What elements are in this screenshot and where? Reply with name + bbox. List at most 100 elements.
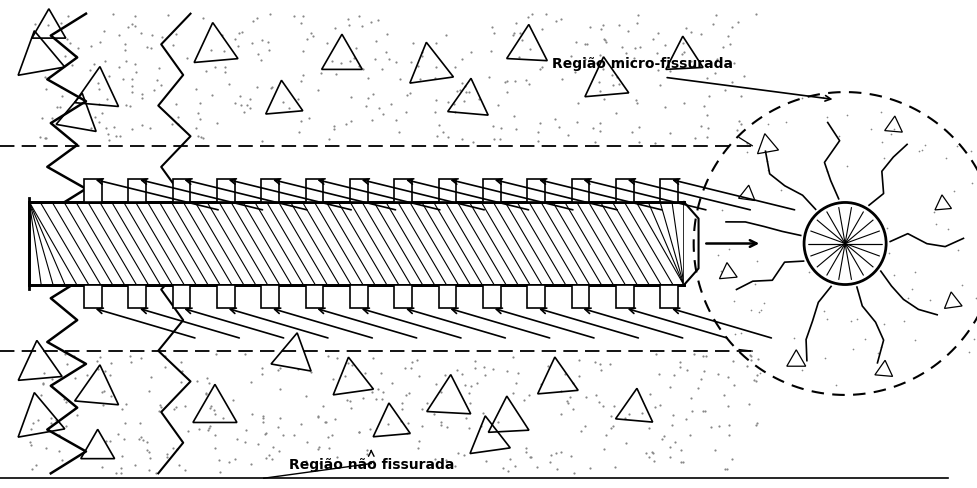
Point <box>563 53 578 61</box>
Point <box>462 399 478 407</box>
Point <box>719 465 735 473</box>
Point <box>499 89 515 97</box>
Point <box>720 373 736 381</box>
Point <box>949 142 964 150</box>
Point <box>312 459 327 467</box>
Point <box>355 394 370 402</box>
Point <box>456 98 472 106</box>
Point <box>458 88 474 96</box>
Point <box>478 457 493 465</box>
Point <box>522 391 537 399</box>
Point <box>311 443 326 451</box>
Point <box>414 423 430 430</box>
Point <box>365 464 381 471</box>
Point <box>380 421 396 428</box>
Point <box>57 350 72 358</box>
Point <box>165 42 181 50</box>
Point <box>817 355 832 363</box>
Point <box>731 19 746 27</box>
Point <box>493 125 509 133</box>
Point <box>375 111 391 119</box>
Point <box>427 455 443 463</box>
Point <box>595 66 611 74</box>
Point <box>38 135 54 142</box>
Point <box>667 438 683 446</box>
Point <box>366 56 382 64</box>
Point <box>414 49 430 57</box>
Point <box>263 85 278 93</box>
Point <box>614 44 629 52</box>
Point <box>356 66 371 74</box>
Point <box>410 444 426 451</box>
Point <box>120 24 136 32</box>
Point <box>44 375 60 383</box>
Point <box>298 392 314 400</box>
Point <box>166 444 182 452</box>
Point <box>136 437 151 445</box>
Point <box>140 439 155 447</box>
Point <box>540 363 556 370</box>
Point <box>95 402 110 409</box>
Point <box>143 454 158 462</box>
Point <box>579 41 595 49</box>
Point <box>362 425 378 433</box>
Point <box>379 31 395 39</box>
Point <box>437 371 452 379</box>
Point <box>611 59 626 66</box>
Point <box>170 445 186 453</box>
Point <box>604 72 619 80</box>
Point <box>794 95 810 103</box>
Point <box>593 366 609 374</box>
Point <box>276 431 291 439</box>
Point <box>273 414 288 422</box>
Point <box>222 458 237 466</box>
Point <box>553 16 569 24</box>
Point <box>705 21 721 29</box>
Point <box>199 374 215 382</box>
Point <box>447 64 463 72</box>
Point <box>732 118 747 125</box>
Point <box>221 81 236 88</box>
Point <box>93 353 108 361</box>
Point <box>522 453 537 461</box>
FancyBboxPatch shape <box>128 285 146 308</box>
Point <box>67 374 83 382</box>
Point <box>468 358 484 366</box>
Point <box>141 387 156 395</box>
Point <box>207 410 223 418</box>
Point <box>395 406 410 413</box>
Point <box>82 67 98 75</box>
Point <box>153 403 169 411</box>
Point <box>343 93 359 101</box>
Point <box>658 41 673 49</box>
Point <box>228 37 243 44</box>
Point <box>313 70 328 78</box>
Point <box>610 74 625 81</box>
Point <box>454 370 470 378</box>
Point <box>143 374 158 382</box>
Point <box>281 105 297 113</box>
Point <box>928 220 944 228</box>
Point <box>839 112 855 120</box>
Point <box>753 306 769 314</box>
Point <box>177 402 192 410</box>
Point <box>339 396 355 404</box>
Point <box>531 129 546 137</box>
Point <box>61 13 76 20</box>
Point <box>481 74 496 82</box>
Point <box>98 437 113 445</box>
Point <box>358 369 373 377</box>
Point <box>260 39 276 47</box>
Point <box>673 447 689 454</box>
Point <box>454 56 470 63</box>
Point <box>631 139 647 146</box>
Point <box>662 453 678 461</box>
Point <box>569 39 584 47</box>
Text: Região não fissurada: Região não fissurada <box>288 457 454 470</box>
Point <box>135 90 150 98</box>
Point <box>52 431 67 439</box>
Point <box>144 32 159 40</box>
Point <box>180 427 195 435</box>
FancyBboxPatch shape <box>395 180 412 203</box>
FancyBboxPatch shape <box>395 285 412 308</box>
